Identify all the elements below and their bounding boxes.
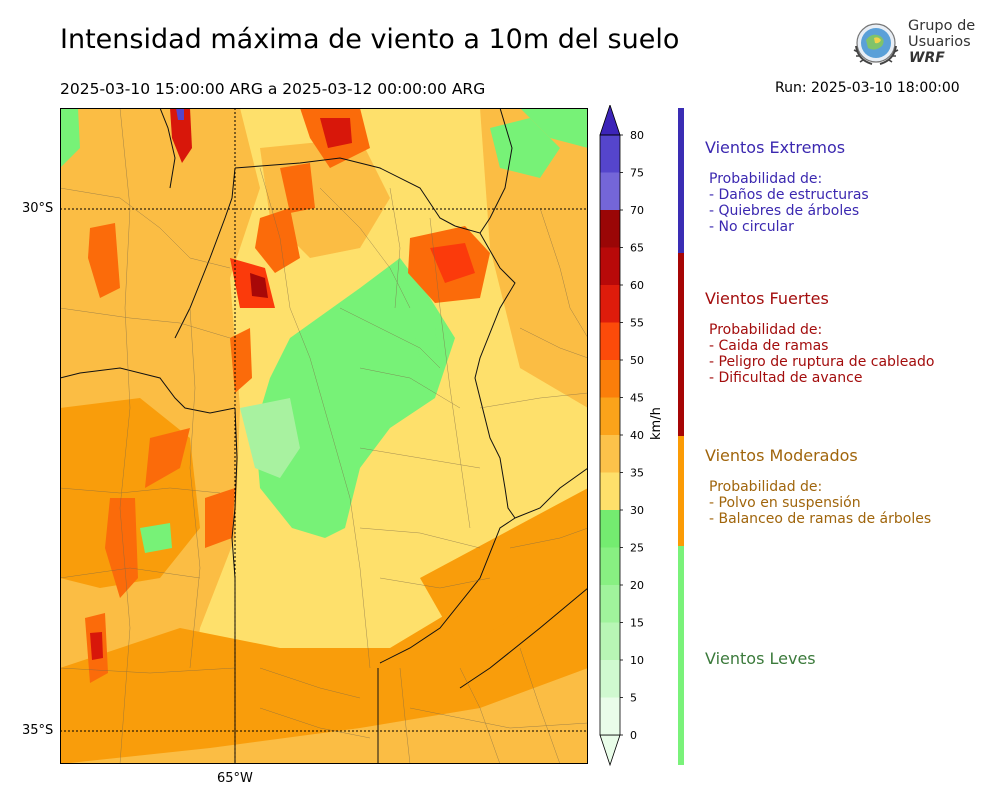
colorbar-tick-label: 60 <box>630 279 644 292</box>
colorbar-tick-label: 30 <box>630 504 644 517</box>
category-moderate: Vientos Moderados Probabilidad de: - Pol… <box>705 446 931 527</box>
colorbar-segment <box>600 397 620 435</box>
colorbar-tick-label: 10 <box>630 654 644 667</box>
colorbar-segment <box>600 472 620 510</box>
colorbar-tick-label: 20 <box>630 579 644 592</box>
category-extreme-line: - Quiebres de árboles <box>709 203 860 219</box>
colorbar-segment <box>600 210 620 248</box>
category-strong-line: - Dificultad de avance <box>709 370 863 386</box>
category-strong-line: Probabilidad de: <box>709 322 823 338</box>
colorbar-tick-label: 40 <box>630 429 644 442</box>
category-strong-line: - Peligro de ruptura de cableado <box>709 354 935 370</box>
logo-text-line3: WRF <box>909 50 945 66</box>
colorbar-segment <box>600 697 620 735</box>
strong-wind-cell-north <box>170 108 192 163</box>
lat-label-30s: 30°S <box>22 201 54 216</box>
colorbar-segment <box>600 322 620 360</box>
colorbar-tick-label: 35 <box>630 467 644 480</box>
category-extreme: Vientos Extremos Probabilidad de: - Daño… <box>705 138 869 235</box>
logo-text-line2: Usuarios <box>908 34 971 50</box>
colorbar-tick-label: 45 <box>630 392 644 405</box>
category-light: Vientos Leves <box>705 649 816 668</box>
category-extreme-line: - No circular <box>709 219 794 235</box>
logo-text-line1: Grupo de <box>908 18 976 34</box>
colorbar-extend-high <box>599 105 621 136</box>
colorbar-segments <box>599 105 621 767</box>
wrf-users-logo: Grupo de Usuarios WRF <box>848 16 976 74</box>
colorbar-segment <box>600 660 620 698</box>
colorbar-tick-label: 80 <box>630 129 644 142</box>
colorbar-segment <box>600 285 620 323</box>
colorbar-unit: km/h <box>649 407 664 440</box>
colorbar-segment <box>600 510 620 548</box>
page-title: Intensidad máxima de viento a 10m del su… <box>60 24 680 55</box>
category-strong-line: - Caida de ramas <box>709 338 829 354</box>
lon-label-65w: 65°W <box>217 771 253 786</box>
colorbar-segment <box>600 172 620 210</box>
colorbar-tick-label: 25 <box>630 542 644 555</box>
department-borders <box>60 108 588 764</box>
wind-intensity-map <box>60 108 588 764</box>
category-extreme-line: - Daños de estructuras <box>709 187 869 203</box>
colorbar-segment <box>600 547 620 585</box>
calm-region-center <box>255 258 455 538</box>
lat-label-35s: 35°S <box>22 723 54 738</box>
colorbar-segment <box>600 622 620 660</box>
colorbar: 0 5 10 15 20 25 30 35 40 45 50 55 60 65 70 75 80 <box>599 105 644 767</box>
category-moderate-title: Vientos Moderados <box>705 446 858 465</box>
category-moderate-line: - Polvo en suspensión <box>709 495 861 511</box>
category-strong-title: Vientos Fuertes <box>705 289 829 308</box>
category-bar <box>678 108 684 765</box>
colorbar-tick-label: 70 <box>630 204 644 217</box>
category-bar-strong <box>678 253 684 436</box>
category-extreme-line: Probabilidad de: <box>709 171 823 187</box>
colorbar-tick-label: 50 <box>630 354 644 367</box>
colorbar-ticks: 0 5 10 15 20 25 30 35 40 45 50 55 60 65 70 75 80 <box>620 129 644 742</box>
colorbar-tick-label: 65 <box>630 242 644 255</box>
run-timestamp: Run: 2025-03-10 18:00:00 <box>775 80 960 96</box>
colorbar-segment <box>600 135 620 173</box>
forecast-period: 2025-03-10 15:00:00 ARG a 2025-03-12 00:… <box>60 80 486 98</box>
map-frame <box>60 108 588 764</box>
wind-band-south <box>60 548 588 764</box>
colorbar-tick-label: 75 <box>630 167 644 180</box>
graticule <box>60 108 588 764</box>
province-borders <box>60 108 588 764</box>
category-strong: Vientos Fuertes Probabilidad de: - Caida… <box>705 289 934 386</box>
colorbar-segment <box>600 360 620 398</box>
colorbar-tick-label: 55 <box>630 317 644 330</box>
globe-laurel-icon <box>853 23 899 65</box>
calm-region-west <box>240 398 300 478</box>
category-extreme-title: Vientos Extremos <box>705 138 846 157</box>
category-moderate-line: - Balanceo de ramas de árboles <box>709 511 932 527</box>
colorbar-segment <box>600 247 620 285</box>
colorbar-extend-low <box>599 734 621 767</box>
wind-band-southeast <box>420 488 588 648</box>
category-bar-extreme <box>678 108 684 253</box>
wind-field-northeast <box>480 108 588 408</box>
category-light-title: Vientos Leves <box>705 649 816 668</box>
colorbar-tick-label: 15 <box>630 617 644 630</box>
colorbar-tick-label: 5 <box>630 692 637 705</box>
category-moderate-line: Probabilidad de: <box>709 479 823 495</box>
colorbar-segment <box>600 435 620 473</box>
category-bar-light <box>678 546 684 765</box>
colorbar-tick-label: 0 <box>630 729 637 742</box>
category-bar-moderate <box>678 436 684 546</box>
colorbar-segment <box>600 585 620 623</box>
